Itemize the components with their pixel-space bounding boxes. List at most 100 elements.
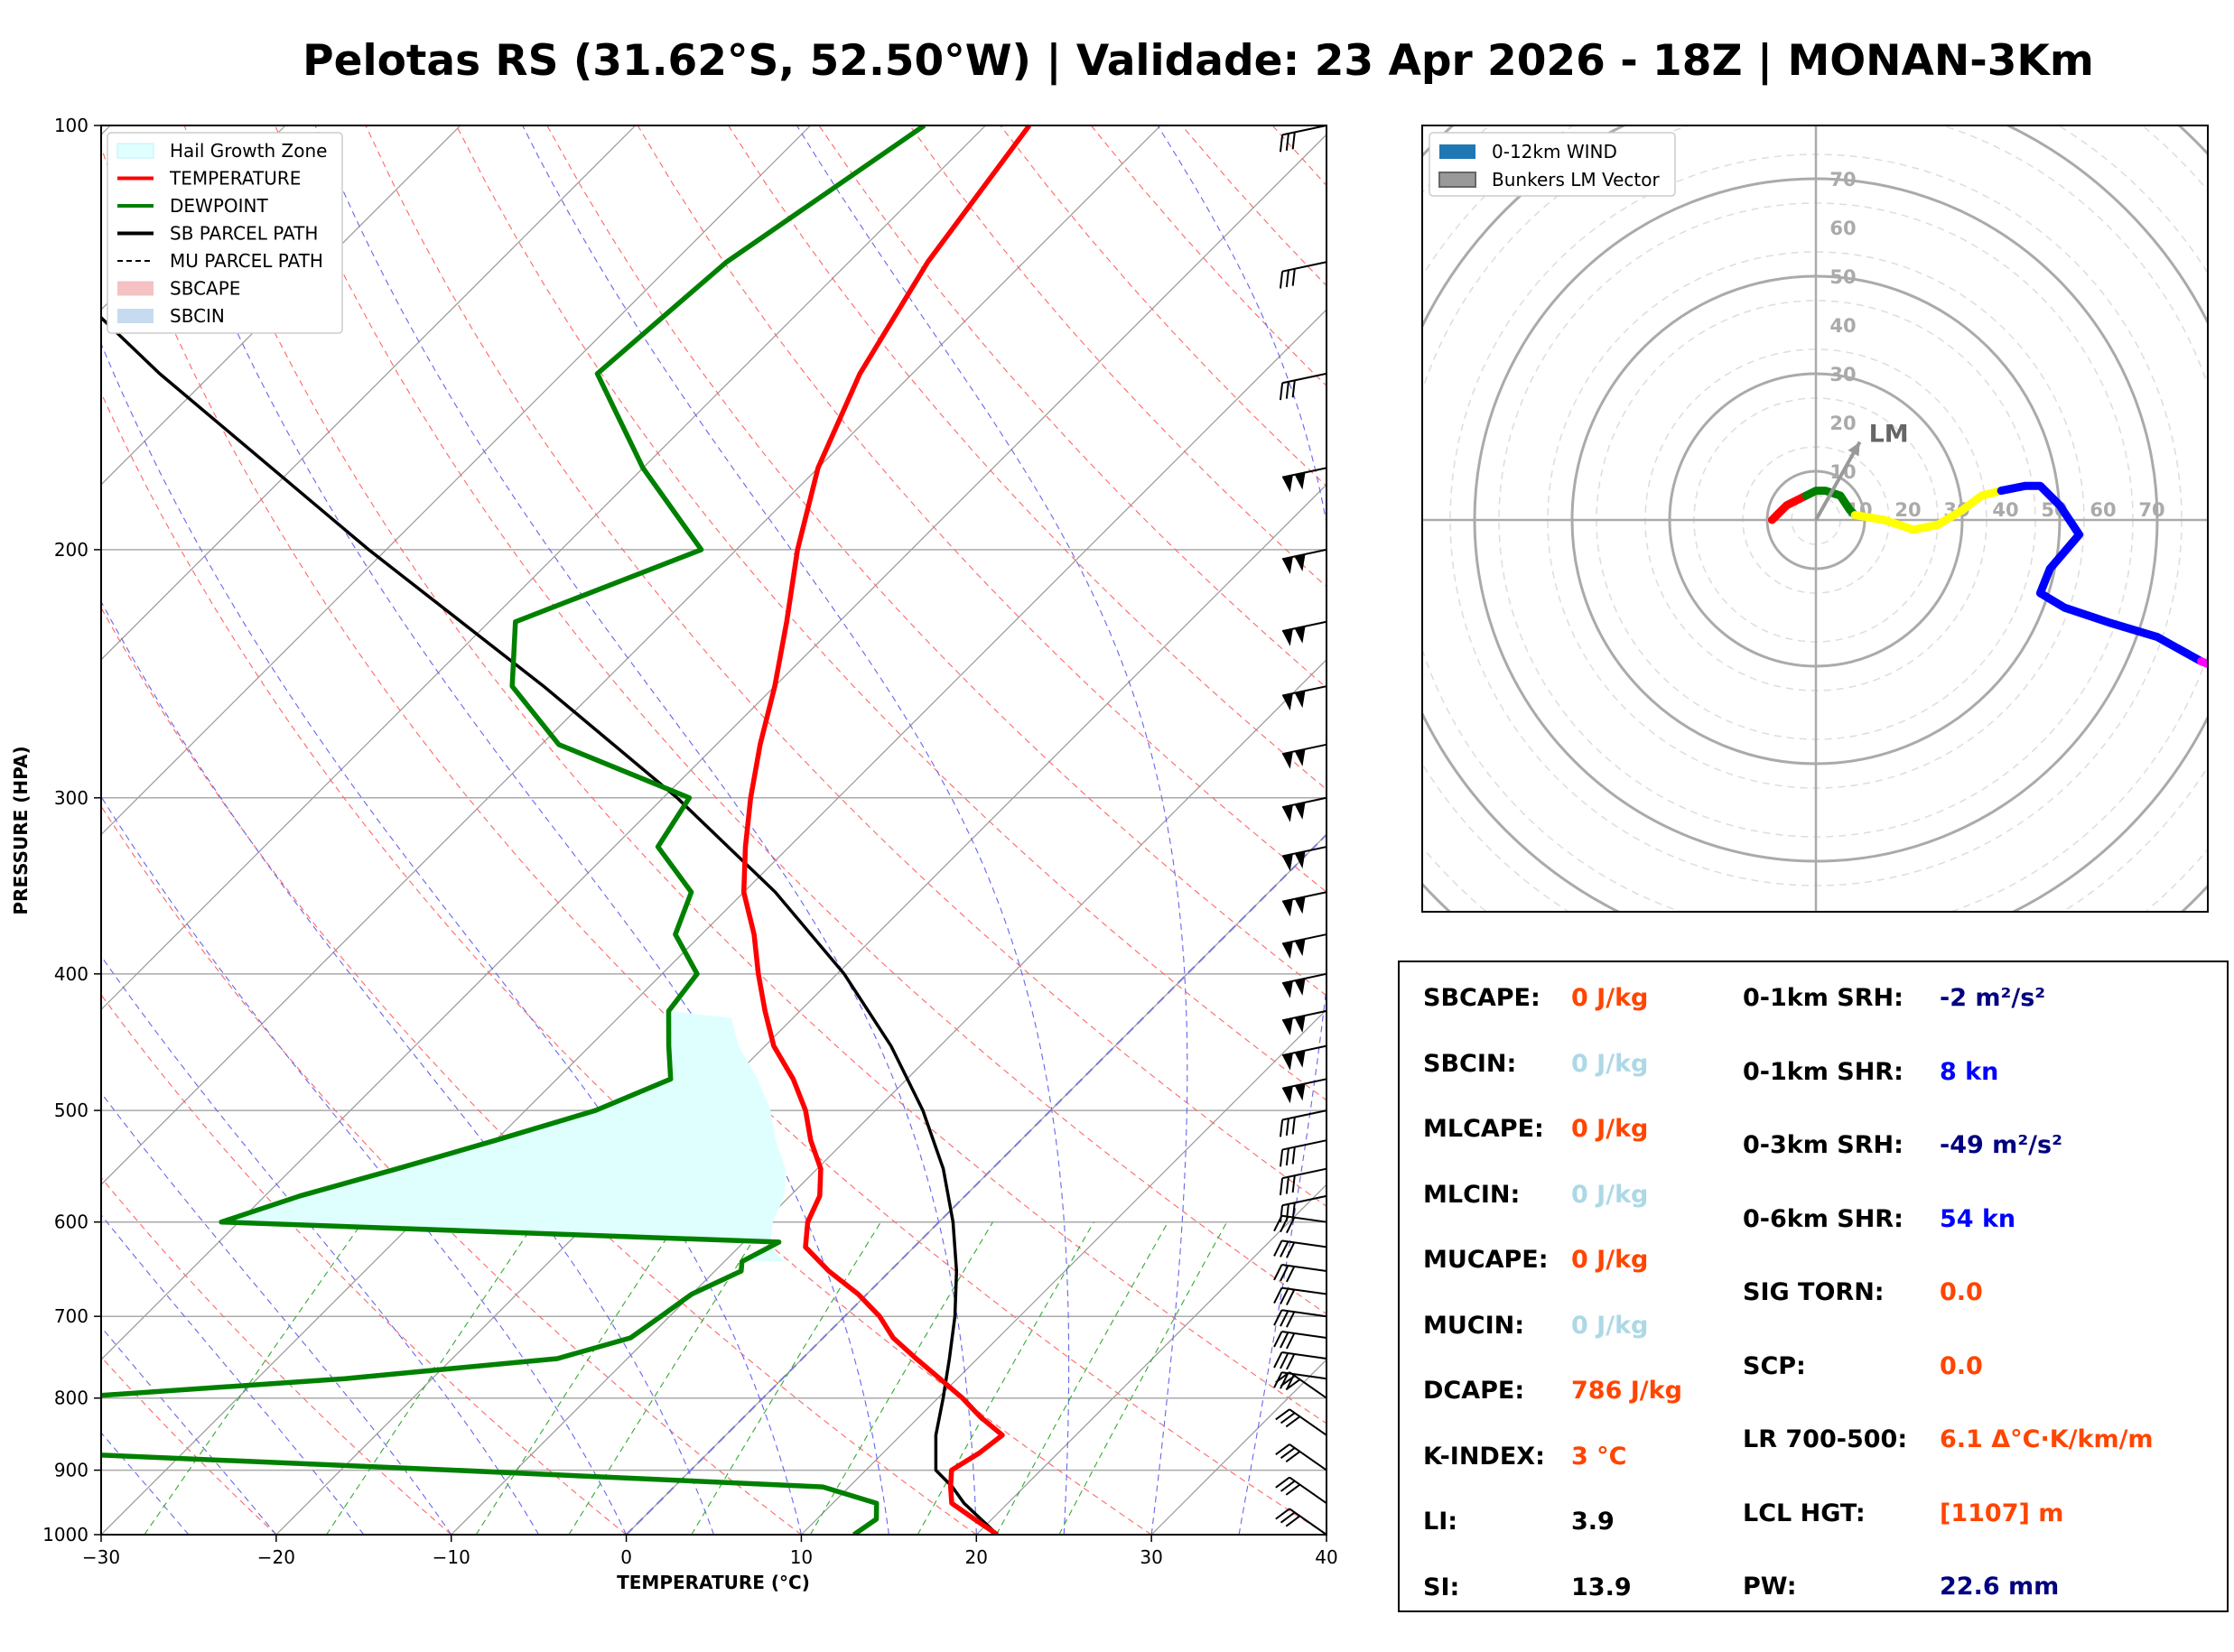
x-tick-label: 30 <box>1140 1546 1162 1568</box>
barb-feather <box>1280 1310 1289 1327</box>
hodo-ring-label-y: 70 <box>1829 169 1856 190</box>
wind-barb <box>1281 685 1327 711</box>
barb-feather <box>1286 1289 1296 1305</box>
barb-flag <box>1282 939 1306 960</box>
barb-staff <box>1281 891 1327 903</box>
barb-feather <box>1273 1351 1283 1369</box>
wind-barb <box>1273 1371 1327 1390</box>
barb-staff <box>1281 1078 1327 1090</box>
bunkers-lm-vector <box>1814 441 1862 521</box>
barb-feather <box>1273 1287 1283 1304</box>
barb-feather <box>1291 1146 1296 1165</box>
barb-feather <box>1285 1515 1301 1527</box>
barb-feather <box>1286 1353 1296 1370</box>
barb-staff <box>1281 1309 1327 1318</box>
wind-barb <box>1281 620 1327 646</box>
wind-barb <box>1281 548 1327 574</box>
legend-label: MU PARCEL PATH <box>170 250 323 272</box>
skew-t-frame <box>100 125 1327 1536</box>
dry-adiabat <box>365 125 1326 1207</box>
barb-flag <box>1282 1050 1306 1071</box>
barb-feather <box>1291 268 1296 286</box>
barb-feather <box>1273 1331 1283 1348</box>
wind-barb <box>1273 1286 1327 1305</box>
barb-feather <box>1280 1240 1289 1258</box>
wind-barb <box>1281 743 1327 769</box>
isotherm-line <box>101 125 986 1011</box>
dry-adiabat <box>101 994 627 1535</box>
barb-flag <box>1282 1083 1306 1104</box>
hodo-ring-label-y: 30 <box>1829 364 1856 385</box>
wind-barb <box>1279 1167 1327 1196</box>
legend-label: TEMPERATURE <box>169 168 301 190</box>
skew-t-legend: Hail Growth Zone TEMPERATURE DEWPOINT SB PA… <box>107 132 343 334</box>
y-tick-label: 800 <box>54 1387 88 1409</box>
param-value: 13.9 <box>1571 1573 1632 1601</box>
barb-feather <box>1279 383 1284 401</box>
param-value: 0 J/kg <box>1571 1180 1649 1209</box>
param-value: -49 m²/s² <box>1940 1131 2062 1159</box>
barb-feather <box>1280 1265 1289 1282</box>
moist-adiabat <box>194 237 889 1535</box>
hodo-ring-label-x: 70 <box>2138 499 2164 521</box>
dry-adiabat <box>546 125 1326 997</box>
param-label: K-INDEX: <box>1423 1442 1545 1471</box>
sb-parcel-path <box>101 315 999 1535</box>
param-label: SI: <box>1423 1573 1460 1601</box>
bunkers-lm-arrowhead <box>1848 441 1860 457</box>
mixing-ratio-line <box>691 1221 881 1535</box>
barb-feather <box>1279 135 1284 153</box>
barb-staff <box>1281 1009 1327 1022</box>
barb-feather <box>1286 1332 1296 1350</box>
legend-swatch <box>117 309 154 323</box>
mixing-ratio-line <box>568 1221 766 1535</box>
x-tick-label: 10 <box>790 1546 813 1568</box>
wind-barb <box>1279 1139 1327 1167</box>
moist-adiabat <box>101 1534 102 1535</box>
barb-staff <box>1289 1476 1327 1505</box>
temperature-line <box>740 125 1032 1535</box>
barb-feather <box>1275 1371 1290 1384</box>
page-title: Pelotas RS (31.62°S, 52.50°W) | Validade… <box>303 36 2094 86</box>
param-value: -2 m²/s² <box>1940 984 2046 1012</box>
hodograph-legend: 0-12km WIND Bunkers LM Vector <box>1429 132 1676 197</box>
barb-flag <box>1282 978 1306 998</box>
param-label: LCL HGT: <box>1743 1499 1866 1527</box>
legend-swatch <box>1439 144 1475 159</box>
legend-label: DEWPOINT <box>170 195 268 217</box>
y-tick-label: 200 <box>54 539 88 561</box>
barb-staff <box>1281 1264 1327 1272</box>
isotherm-line <box>975 1183 1326 1535</box>
isotherm-line <box>801 1008 1326 1535</box>
param-label: LR 700-500: <box>1743 1425 1908 1453</box>
barb-feather <box>1275 1443 1290 1456</box>
mixing-ratio-line <box>1058 1221 1228 1535</box>
isotherm-line <box>101 125 811 836</box>
hodograph-legend-box <box>1429 132 1676 197</box>
hodo-minor-ring <box>1255 0 2234 1081</box>
barb-feather <box>1275 1476 1290 1489</box>
x-axis-label: TEMPERATURE (°C) <box>617 1572 810 1593</box>
barb-staff <box>1281 972 1327 985</box>
barb-feather <box>1280 1332 1289 1349</box>
barb-feather <box>1285 270 1289 288</box>
barb-feather <box>1280 1352 1289 1369</box>
barb-feather <box>1273 1264 1283 1281</box>
wind-barb <box>1281 467 1327 493</box>
param-value: 8 kn <box>1940 1057 1999 1086</box>
wind-barb <box>1281 933 1327 960</box>
param-label: MUCIN: <box>1423 1311 1525 1340</box>
wind-barb <box>1281 846 1327 872</box>
hodo-ring-label-y: 50 <box>1829 266 1856 288</box>
wind-barb <box>1281 1044 1327 1071</box>
barb-staff <box>1281 796 1327 809</box>
barb-feather <box>1280 1447 1296 1460</box>
hodo-ring-label-y: 40 <box>1829 315 1856 337</box>
param-value: 786 J/kg <box>1571 1377 1682 1405</box>
barb-flag <box>1282 553 1306 574</box>
barb-feather <box>1279 1119 1284 1137</box>
barb-feather <box>1279 271 1284 289</box>
barb-feather <box>1279 1177 1284 1196</box>
param-label: DCAPE: <box>1423 1377 1525 1405</box>
